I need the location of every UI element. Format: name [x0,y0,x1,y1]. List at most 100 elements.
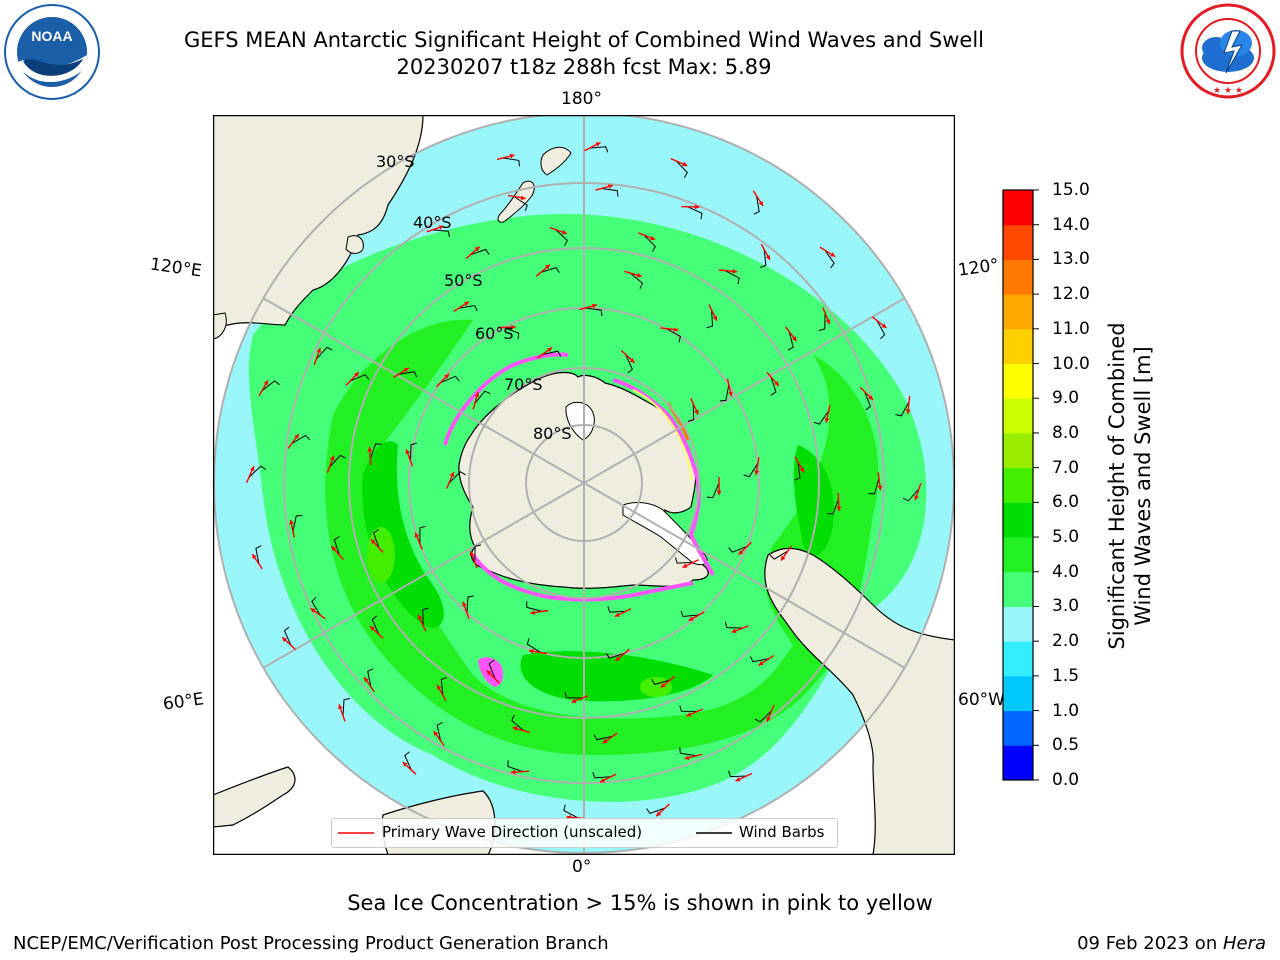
lat-label-80s: 80°S [533,424,572,443]
wind-barb [728,545,748,553]
wave-arrow-head [656,811,662,817]
chart-subtitle: 20230207 t18z 288h fcst Max: 5.89 [396,55,772,79]
wind-barb [436,721,443,741]
colorbar-swatch [1003,259,1033,295]
map-legend: Primary Wave Direction (unscaled) Wind B… [331,818,838,848]
wave-arrow-head [688,616,694,621]
wind-barb [680,610,700,618]
wind-barb [813,410,830,425]
wave-arrow-head [780,555,786,561]
wave-arrow-head [877,485,883,491]
colorbar [1002,189,1039,781]
colorbar-tick-label: 1.5 [1052,665,1080,686]
wave-arrow-head [561,229,567,235]
lat-label-60s: 60°S [475,324,514,343]
wave-arrow-head [250,466,255,472]
wind-barb [404,751,412,771]
lon-label-right-lower: 60°W [958,690,1005,710]
colorbar-title: Significant Height of Combined Wind Waves… [1104,322,1156,649]
wind-barb [432,229,450,238]
wind-barb [440,375,460,383]
wave-arrow-head [512,726,518,731]
wind-barb [706,482,720,499]
lon-label-right-upper: 120° [956,255,1001,281]
chart-title: GEFS MEAN Antarctic Significant Height o… [183,28,985,52]
svg-text:★ ★ ★: ★ ★ ★ [1213,86,1243,96]
wave-arrow-head [914,495,919,501]
colorbar-swatch [1003,537,1033,573]
wind-barb [666,328,681,343]
colorbar-tick-label: 0.5 [1052,735,1080,756]
wave-arrow-head [595,142,601,147]
wind-barb [283,626,292,646]
wave-arrow-head [530,610,536,615]
wind-barb [770,376,777,396]
colorbar-swatch [1003,641,1033,677]
wind-barb [458,304,478,312]
lon-label-bottom: 0° [572,857,592,877]
wave-arrow-head [731,628,737,633]
colorbar-swatch [1003,502,1033,538]
wind-barb [367,668,374,688]
wave-arrow-head [712,315,718,321]
new-zealand [497,180,535,223]
wave-arrow-head [449,471,455,477]
wave-arrow-head [735,777,741,782]
wave-arrow-head [766,716,771,722]
wind-barb [371,615,380,635]
wave-arrow-head [282,637,288,642]
wind-barb [719,384,730,402]
wind-barb [605,652,625,659]
wave-arrow-head [824,417,830,423]
wave-arrow-head [486,670,492,676]
colorbar-tick-label: 9.0 [1052,388,1080,409]
lon-label-left-upper: 120°E [148,254,203,282]
wind-barb [589,146,609,153]
wind-barb [315,346,333,360]
wind-barb [895,401,910,417]
wind-barb [585,307,603,317]
wind-barb [292,515,303,532]
colorbar-swatch [1003,363,1033,399]
wind-barb [440,676,448,696]
wave-arrow-head [728,391,733,397]
wave-arrow-head [403,367,409,373]
wind-barb [342,698,350,716]
wave-arrow-head [364,677,369,683]
wave-arrow-head [263,380,268,386]
wave-arrow-head [686,712,692,717]
wind-barb [448,471,466,484]
wave-arrow-head [444,373,450,379]
colorbar-tick-label: 12.0 [1052,284,1090,305]
wave-arrow-head [774,381,779,386]
colorbar-tick-label: 10.0 [1052,353,1090,374]
colorbar-swatch [1003,328,1033,365]
wave-arrow-head [660,682,666,688]
wind-barb [826,498,839,515]
wave-arrow-head [905,409,911,414]
wind-barb [592,772,611,779]
wind-barb [674,557,694,564]
wind-barb [724,270,740,285]
wind-barb [687,403,695,422]
wind-barb [593,734,613,741]
wave-arrow-head [602,738,608,744]
wave-arrow-head [673,327,679,332]
africa [213,766,296,828]
wave-arrow-head [636,272,642,278]
wind-barb [728,770,747,778]
wave-arrow-head [836,506,842,511]
wave-arrow-head [614,612,620,617]
wind-barb [824,250,835,269]
colorbar-tick-label: 11.0 [1052,318,1090,339]
wind-barb [643,234,656,252]
wave-arrow-head [367,447,373,452]
wind-barb [419,525,426,544]
wave-arrow-head [694,204,700,210]
wave-arrow-head [370,626,375,631]
wind-barb [754,710,772,723]
wave-arrow-head [629,358,635,363]
wind-barb [526,638,542,654]
sea-ice-fringe [443,352,715,602]
wind-barb [687,206,703,220]
